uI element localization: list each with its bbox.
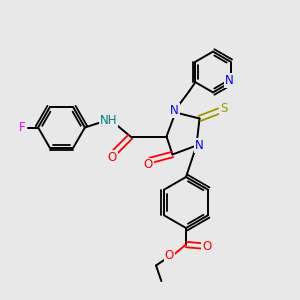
Text: O: O — [108, 151, 117, 164]
Text: F: F — [19, 121, 26, 134]
Text: O: O — [144, 158, 153, 172]
Text: NH: NH — [100, 114, 117, 127]
Text: O: O — [165, 249, 174, 262]
Text: O: O — [202, 239, 211, 253]
Text: S: S — [220, 102, 227, 115]
Text: N: N — [194, 139, 203, 152]
Text: N: N — [170, 104, 179, 117]
Text: N: N — [225, 74, 233, 87]
